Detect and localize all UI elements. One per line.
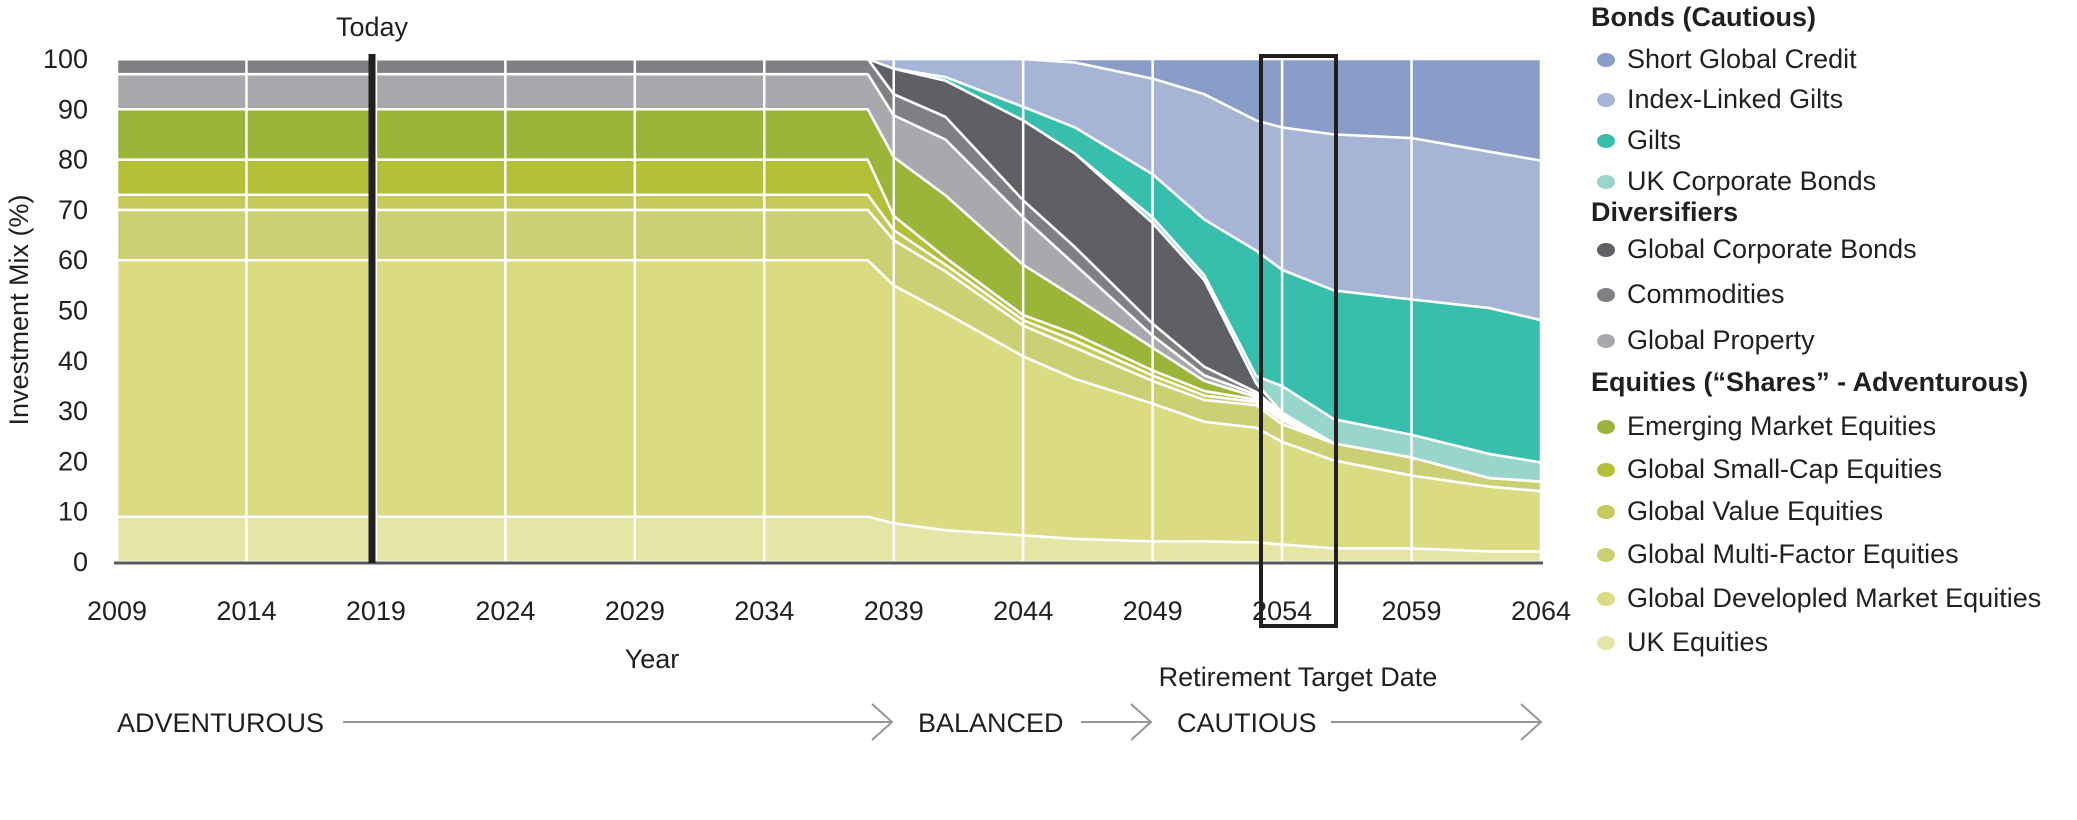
legend-item-label: Global Developled Market Equities — [1627, 583, 2042, 613]
x-tick-label: 2064 — [1511, 596, 1571, 626]
legend-item-label: Short Global Credit — [1627, 44, 1857, 74]
legend-item-label: Global Small-Cap Equities — [1627, 454, 1943, 484]
legend-item-label: Global Value Equities — [1627, 496, 1884, 526]
y-tick-label: 100 — [43, 44, 88, 74]
legend-item: UK Corporate Bonds — [1597, 166, 1876, 197]
phase-adventurous: ADVENTUROUS — [117, 708, 324, 738]
legend-item: Short Global Credit — [1597, 44, 1857, 75]
legend-item: Global Developled Market Equities — [1597, 583, 2041, 614]
legend-item-label: UK Equities — [1627, 627, 1769, 657]
arrow-icon — [1081, 703, 1153, 741]
legend-item: Commodities — [1597, 279, 1785, 310]
vertical-gridlines — [245, 59, 1413, 562]
legend-swatch-icon — [1597, 52, 1615, 67]
phase-balanced: BALANCED — [918, 708, 1064, 738]
legend-item: Global Multi-Factor Equities — [1597, 539, 1959, 570]
today-label: Today — [336, 12, 409, 42]
y-tick-label: 50 — [58, 296, 88, 326]
legend-item-label: Global Corporate Bonds — [1627, 234, 1917, 264]
x-tick-label: 2024 — [475, 596, 535, 626]
retirement-target-box — [1259, 54, 1338, 628]
legend-item: Global Property — [1597, 325, 1815, 356]
x-tick-label: 2044 — [993, 596, 1053, 626]
legend-swatch-icon — [1597, 242, 1615, 257]
legend-item-label: Commodities — [1627, 279, 1785, 309]
y-tick-label: 70 — [58, 195, 88, 225]
area-series-group — [115, 57, 1543, 564]
legend-item-label: Gilts — [1627, 125, 1681, 155]
x-tick-label: 2029 — [605, 596, 665, 626]
phase-cautious: CAUTIOUS — [1177, 708, 1317, 738]
y-tick-label: 10 — [58, 497, 88, 527]
legend-item: Global Value Equities — [1597, 496, 1883, 527]
y-tick-label: 40 — [58, 346, 88, 376]
x-tick-label: 2019 — [346, 596, 406, 626]
y-axis-label: Investment Mix (%) — [4, 194, 34, 425]
arrow-icon — [343, 703, 894, 741]
x-tick-label: 2039 — [864, 596, 924, 626]
legend-swatch-icon — [1597, 333, 1615, 348]
y-tick-label: 80 — [58, 145, 88, 175]
legend-swatch-icon — [1597, 133, 1615, 148]
legend-group-title: Diversifiers — [1591, 197, 1739, 227]
legend-swatch-icon — [1597, 462, 1615, 477]
y-tick-label: 0 — [73, 547, 88, 577]
legend-item-label: Global Multi-Factor Equities — [1627, 539, 1959, 569]
y-tick-label: 30 — [58, 396, 88, 426]
x-tick-labels: 2009 2014 2019 2024 2029 2034 2039 2044 2049 2054… — [87, 596, 1571, 626]
legend-swatch-icon — [1597, 419, 1615, 434]
legend-swatch-icon — [1597, 504, 1615, 519]
y-tick-label: 20 — [58, 446, 88, 476]
legend-item-label: Index-Linked Gilts — [1627, 84, 1844, 114]
x-tick-label: 2049 — [1123, 596, 1183, 626]
legend-item: Global Corporate Bonds — [1597, 234, 1917, 265]
legend-item: Index-Linked Gilts — [1597, 84, 1843, 115]
legend-item: UK Equities — [1597, 627, 1768, 658]
x-axis-label: Year — [625, 644, 680, 674]
legend-swatch-icon — [1597, 635, 1615, 650]
y-tick-labels: 0 10 20 30 40 50 60 70 80 90 100 — [43, 44, 88, 577]
legend-item-label: Global Property — [1627, 325, 1815, 355]
area-short-global-credit — [115, 57, 1543, 162]
legend-swatch-icon — [1597, 287, 1615, 302]
arrow-icon — [1331, 703, 1543, 741]
legend-item: Global Small-Cap Equities — [1597, 454, 1942, 485]
legend-swatch-icon — [1597, 92, 1615, 107]
legend-group-title: Bonds (Cautious) — [1591, 2, 1816, 32]
x-tick-label: 2034 — [734, 596, 794, 626]
legend-swatch-icon — [1597, 174, 1615, 189]
x-tick-label: 2014 — [216, 596, 276, 626]
retirement-target-label: Retirement Target Date — [1159, 662, 1438, 692]
legend-swatch-icon — [1597, 547, 1615, 562]
legend-group-title: Equities (“Shares” - Adventurous) — [1591, 367, 2029, 397]
x-tick-label: 2009 — [87, 596, 147, 626]
legend-item-label: Emerging Market Equities — [1627, 411, 1937, 441]
legend-item: Gilts — [1597, 125, 1681, 156]
legend-item: Emerging Market Equities — [1597, 411, 1936, 442]
legend-swatch-icon — [1597, 591, 1615, 606]
legend-item-label: UK Corporate Bonds — [1627, 166, 1877, 196]
x-tick-label: 2059 — [1382, 596, 1442, 626]
y-tick-label: 60 — [58, 245, 88, 275]
y-tick-label: 90 — [58, 94, 88, 124]
